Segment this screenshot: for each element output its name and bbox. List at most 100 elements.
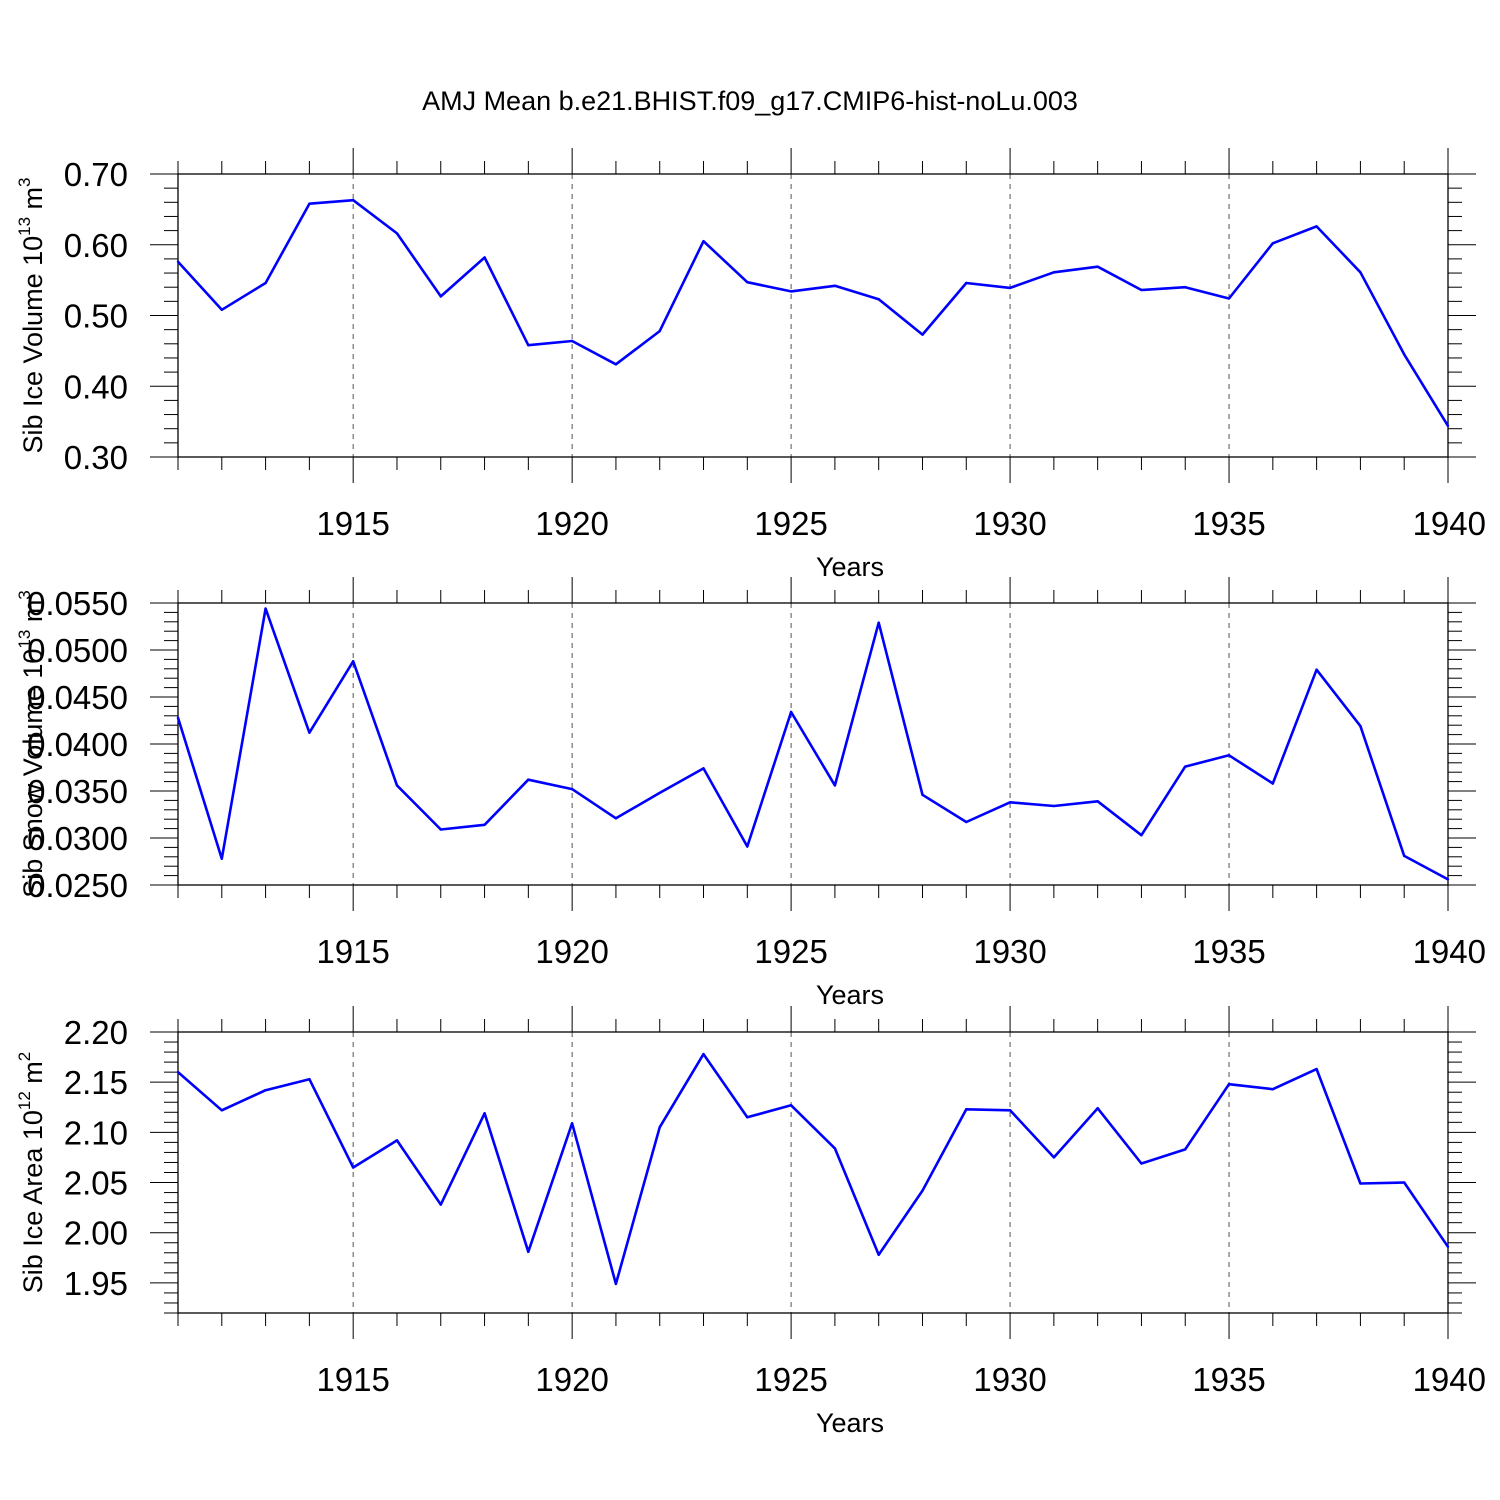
x-tick-label-1935: 1935 bbox=[1192, 1361, 1265, 1398]
x-tick-label-1920: 1920 bbox=[535, 1361, 608, 1398]
x-tick-label-1925: 1925 bbox=[754, 505, 827, 542]
panels: 0.30 0.40 0.50 0.60 0.70 1915 1920 1925 1930 1935… bbox=[15, 148, 1486, 1438]
data-point-1927 bbox=[877, 298, 880, 301]
y-axis-title-exp: 13 bbox=[15, 217, 34, 236]
data-point-1911 bbox=[176, 260, 180, 263]
x-axis-title: Years bbox=[816, 980, 884, 1010]
data-point-1933 bbox=[1140, 834, 1143, 837]
data-point-1925 bbox=[789, 1104, 793, 1107]
y-tick-label-0.0400: 0.0400 bbox=[27, 726, 128, 763]
data-point-1920 bbox=[570, 339, 574, 343]
x-tick-label-1940: 1940 bbox=[1413, 933, 1486, 970]
x-tick-label-1935: 1935 bbox=[1192, 505, 1265, 542]
data-point-1934 bbox=[1184, 1148, 1187, 1151]
y-tick-label-2.10: 2.10 bbox=[64, 1114, 128, 1151]
data-point-1937 bbox=[1315, 225, 1318, 228]
data-point-1924 bbox=[746, 1116, 749, 1119]
data-point-1926 bbox=[833, 1147, 837, 1150]
data-point-1921 bbox=[614, 1282, 618, 1286]
x-tick-label-1930: 1930 bbox=[973, 1361, 1046, 1398]
data-point-1914 bbox=[308, 1078, 311, 1081]
series-line bbox=[177, 198, 1450, 427]
y-axis-title-unit: m bbox=[18, 187, 48, 217]
data-point-1923 bbox=[702, 767, 705, 770]
data-point-1933 bbox=[1140, 288, 1143, 292]
data-point-1938 bbox=[1359, 271, 1362, 274]
y-tick-label-0.60: 0.60 bbox=[64, 227, 128, 264]
data-point-1933 bbox=[1140, 1162, 1143, 1165]
data-point-1929 bbox=[965, 820, 968, 824]
data-point-1922 bbox=[658, 791, 661, 795]
data-point-1927 bbox=[877, 1253, 880, 1257]
data-point-1918 bbox=[483, 256, 486, 259]
data-point-1926 bbox=[833, 284, 837, 287]
data-point-1929 bbox=[965, 1108, 968, 1111]
y-axis-title-main: Sib Snow Volume 10 bbox=[18, 649, 48, 898]
y-axis-title-unit: m bbox=[18, 600, 48, 630]
y-tick-label-0.40: 0.40 bbox=[64, 368, 128, 405]
data-point-1931 bbox=[1052, 271, 1056, 274]
data-point-1937 bbox=[1315, 1067, 1318, 1071]
data-point-1923 bbox=[702, 240, 705, 243]
data-point-1940 bbox=[1446, 1245, 1450, 1249]
chart-title: AMJ Mean b.e21.BHIST.f09_g17.CMIP6-hist-… bbox=[422, 86, 1078, 116]
x-tick-label-1940: 1940 bbox=[1413, 505, 1486, 542]
y-axis-title-unit-exp: 3 bbox=[15, 590, 34, 599]
data-point-1930 bbox=[1008, 286, 1012, 290]
data-point-1911 bbox=[176, 716, 180, 719]
y-axis-title-main: Sib Ice Area 10 bbox=[18, 1110, 48, 1293]
data-point-1930 bbox=[1008, 1109, 1012, 1112]
data-point-1936 bbox=[1271, 242, 1275, 245]
data-point-1925 bbox=[789, 710, 793, 714]
data-point-1929 bbox=[965, 281, 968, 285]
x-tick-label-1925: 1925 bbox=[754, 1361, 827, 1398]
y-tick-label-2.20: 2.20 bbox=[64, 1014, 128, 1051]
y-tick-label-0.0550: 0.0550 bbox=[27, 585, 128, 622]
y-tick-label-0.0350: 0.0350 bbox=[27, 773, 128, 810]
data-point-1916 bbox=[395, 232, 399, 235]
data-point-1917 bbox=[439, 295, 442, 298]
y-tick-label-0.0500: 0.0500 bbox=[27, 632, 128, 669]
data-point-1924 bbox=[746, 845, 749, 848]
y-axis-title-exp: 12 bbox=[15, 1091, 34, 1110]
data-point-1917 bbox=[439, 1203, 442, 1206]
x-tick-label-1935: 1935 bbox=[1192, 933, 1265, 970]
data-point-1920 bbox=[570, 787, 574, 791]
x-tick-label-1915: 1915 bbox=[316, 933, 389, 970]
y-axis-title-exp: 13 bbox=[15, 630, 34, 649]
y-tick-label-0.0450: 0.0450 bbox=[27, 679, 128, 716]
y-tick-label-0.0250: 0.0250 bbox=[27, 867, 128, 904]
y-tick-label-2.05: 2.05 bbox=[64, 1165, 128, 1202]
series-line bbox=[176, 607, 1449, 881]
y-tick-label-0.50: 0.50 bbox=[64, 298, 128, 335]
data-point-1914 bbox=[308, 202, 311, 205]
y-axis-title-unit-exp: 2 bbox=[15, 1052, 34, 1061]
data-point-1921 bbox=[614, 363, 618, 366]
data-point-1921 bbox=[614, 817, 618, 820]
y-axis-title: Sib Ice Area 1012 m2 bbox=[15, 1052, 48, 1294]
data-point-1939 bbox=[1403, 1181, 1406, 1184]
data-point-1934 bbox=[1184, 286, 1187, 289]
panel-2: 0.0250 0.0300 0.0350 0.0400 0.0450 0.0500 0.05… bbox=[15, 577, 1486, 1010]
data-point-1935 bbox=[1227, 754, 1231, 757]
y-tick-label-0.70: 0.70 bbox=[64, 156, 128, 193]
data-point-1934 bbox=[1184, 765, 1187, 768]
panel-3: 1.95 2.00 2.05 2.10 2.15 2.20 1915 1920 1925 1930… bbox=[15, 1006, 1486, 1438]
data-point-1930 bbox=[1008, 801, 1012, 804]
data-point-1911 bbox=[176, 1070, 180, 1074]
data-point-1922 bbox=[658, 1126, 661, 1129]
data-point-1931 bbox=[1052, 1156, 1056, 1159]
y-axis-title: Sib Snow Volume 1013 m3 bbox=[15, 590, 48, 898]
data-point-1928 bbox=[921, 1189, 924, 1192]
series-line bbox=[177, 1052, 1450, 1286]
y-tick-label-0.30: 0.30 bbox=[64, 439, 128, 476]
data-point-1939 bbox=[1403, 854, 1406, 858]
x-tick-label-1915: 1915 bbox=[316, 1361, 389, 1398]
data-point-1919 bbox=[527, 778, 530, 781]
data-point-1940 bbox=[1446, 878, 1450, 881]
x-tick-label-1930: 1930 bbox=[973, 933, 1046, 970]
data-point-1916 bbox=[395, 784, 399, 787]
data-point-1926 bbox=[833, 784, 837, 787]
data-point-1938 bbox=[1359, 724, 1362, 728]
